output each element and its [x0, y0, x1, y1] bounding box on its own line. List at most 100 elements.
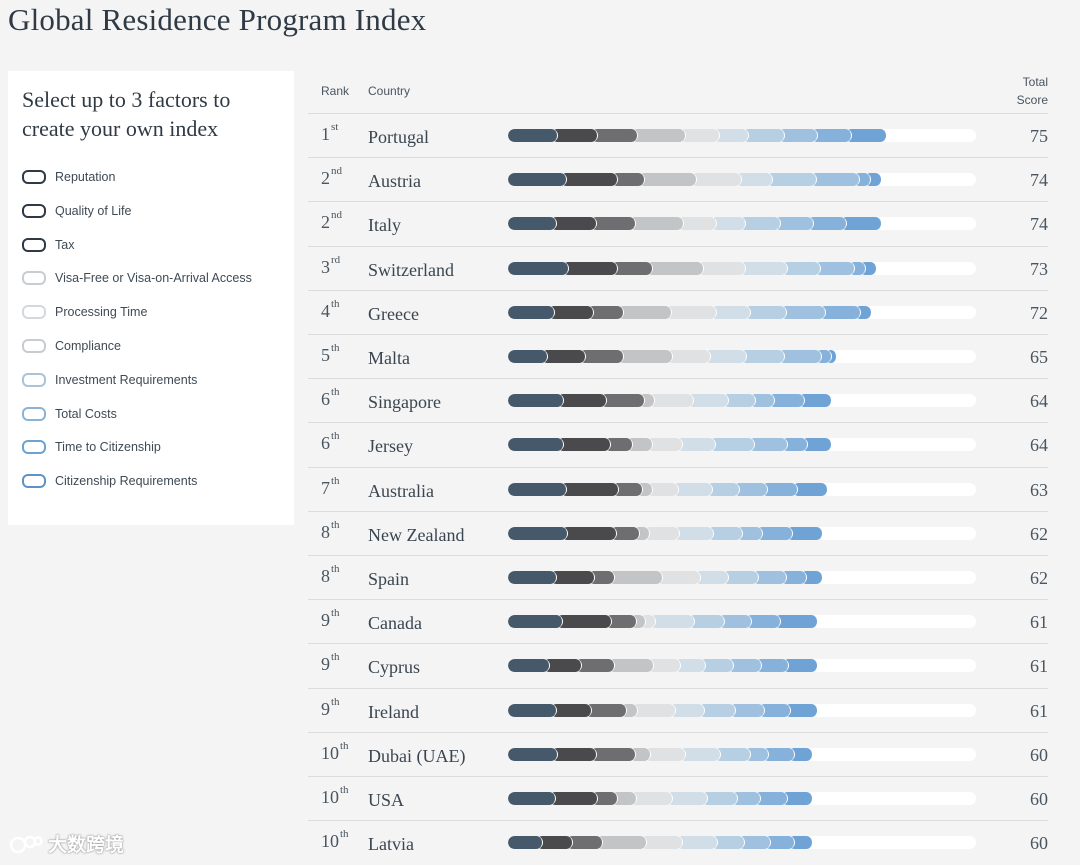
table-row[interactable]: 9th Canada 61 [308, 599, 1048, 644]
rank-number: 1 [321, 124, 330, 144]
score-bar-segment [676, 217, 717, 231]
table-row[interactable]: 10th Latvia 60 [308, 820, 1048, 865]
rank-cell: 2nd [321, 209, 342, 233]
factor-toggle-icon[interactable] [22, 237, 46, 252]
total-score: 75 [1030, 126, 1048, 146]
score-bar-segment [722, 394, 756, 408]
total-score: 61 [1030, 700, 1048, 721]
country-name: Greece [368, 303, 419, 324]
total-score: 74 [1030, 214, 1048, 235]
rank-number: 8 [321, 566, 330, 586]
table-row[interactable]: 9th Ireland 61 [308, 687, 1048, 733]
score-bar-segment [701, 792, 739, 805]
factor-option[interactable]: Visa-Free or Visa-on-Arrival Access [22, 268, 252, 288]
score-bar-segment [629, 792, 673, 805]
table-row[interactable]: 8th Spain 62 [308, 555, 1048, 600]
factor-option[interactable]: Processing Time [22, 302, 147, 322]
score-bar-segment [605, 615, 637, 629]
rank-number: 5 [321, 345, 330, 365]
score-bar-segment [508, 173, 567, 187]
rank-number: 6 [321, 389, 330, 410]
total-score: 60 [1030, 833, 1048, 854]
score-bar-segment [781, 438, 809, 452]
table-row[interactable]: 2nd Italy 74 [308, 201, 1048, 246]
table-row[interactable]: 8th New Zealand 62 [308, 510, 1048, 556]
table-row[interactable]: 4th Greece 72 [308, 289, 1048, 335]
score-bar-segment [508, 482, 568, 496]
score-bar-segment [591, 792, 619, 805]
score-bar-segment [665, 350, 712, 363]
rank-number: 7 [321, 477, 330, 498]
table-row[interactable]: 2nd Austria 74 [308, 157, 1048, 202]
factor-label: Citizenship Requirements [55, 474, 198, 489]
factor-toggle-icon[interactable] [22, 372, 46, 387]
score-bar [508, 217, 976, 231]
factor-label: Visa-Free or Visa-on-Arrival Access [55, 271, 252, 286]
score-bar-segment [642, 526, 681, 540]
score-bar-segment [611, 173, 645, 187]
score-bar-segment [709, 438, 755, 452]
score-bar-segment [713, 747, 752, 761]
score-bar-segment [559, 173, 619, 187]
score-bar-segment [611, 261, 653, 275]
score-bar-segment [813, 261, 856, 275]
rank-cell: 6th [321, 386, 340, 410]
factor-option[interactable]: Investment Requirements [22, 370, 197, 390]
rank-number: 10 [321, 742, 339, 763]
rank-cell: 10th [321, 828, 349, 852]
rank-suffix: th [331, 607, 340, 620]
rank-suffix: st [331, 121, 339, 133]
rank-suffix: th [331, 651, 340, 664]
table-row[interactable]: 10th Dubai (UAE) 60 [308, 731, 1048, 777]
factor-toggle-icon[interactable] [22, 339, 46, 353]
factor-toggle-icon[interactable] [22, 474, 46, 489]
table-row[interactable]: 10th USA 60 [308, 776, 1048, 821]
score-bar-segment [561, 261, 619, 275]
score-bar-segment [698, 659, 735, 673]
score-bar-segment [616, 305, 673, 319]
score-bar-segment [756, 526, 794, 540]
table-row[interactable]: 6th Singapore 64 [308, 378, 1048, 423]
factor-toggle-icon[interactable] [22, 170, 46, 184]
table-row[interactable]: 1st Portugal 75 [308, 113, 1048, 158]
factor-toggle-icon[interactable] [22, 203, 46, 218]
factor-option[interactable]: Time to Citizenship [22, 437, 161, 457]
score-header-line2: Score [1016, 93, 1048, 107]
factor-option[interactable]: Tax [22, 235, 74, 255]
country-name: Italy [368, 215, 401, 236]
score-bar-segment [763, 836, 795, 850]
score-bar [508, 703, 976, 717]
country-name: Ireland [368, 701, 419, 722]
country-name: Cyprus [368, 657, 421, 678]
score-bar-segment [575, 659, 615, 673]
factor-label: Compliance [55, 339, 122, 353]
score-bar [508, 836, 976, 850]
factor-option[interactable]: Quality of Life [22, 201, 131, 221]
factor-option[interactable]: Citizenship Requirements [22, 471, 197, 491]
factor-toggle-icon[interactable] [22, 305, 46, 320]
factor-toggle-icon[interactable] [22, 271, 46, 286]
score-bar [508, 261, 976, 275]
factor-option[interactable]: Reputation [22, 167, 115, 187]
score-bar-segment [607, 659, 655, 673]
factor-toggle-icon[interactable] [22, 440, 46, 455]
factor-option[interactable]: Compliance [22, 336, 121, 356]
score-bar-segment [745, 615, 782, 629]
watermark-text: 大数跨境 [48, 835, 125, 856]
score-bar-segment [590, 129, 638, 142]
table-row[interactable]: 6th Jersey 64 [308, 422, 1048, 467]
table-row[interactable]: 3rd Switzerland 73 [308, 245, 1048, 291]
score-bar-segment [645, 438, 683, 452]
score-bar [508, 792, 976, 805]
factor-option[interactable]: Total Costs [22, 404, 117, 424]
table-row[interactable]: 5th Malta 65 [308, 334, 1048, 379]
table-row[interactable]: 7th Australia 63 [308, 466, 1048, 512]
table-row[interactable]: 9th Cyprus 61 [308, 643, 1048, 688]
score-bar [508, 305, 976, 319]
factor-toggle-icon[interactable] [22, 406, 46, 421]
rank-suffix: th [331, 563, 340, 575]
score-bar-segment [704, 350, 747, 363]
factor-label: Time to Citizenship [55, 440, 161, 455]
rank-cell: 4th [321, 298, 340, 322]
score-bar-segment [550, 571, 596, 584]
